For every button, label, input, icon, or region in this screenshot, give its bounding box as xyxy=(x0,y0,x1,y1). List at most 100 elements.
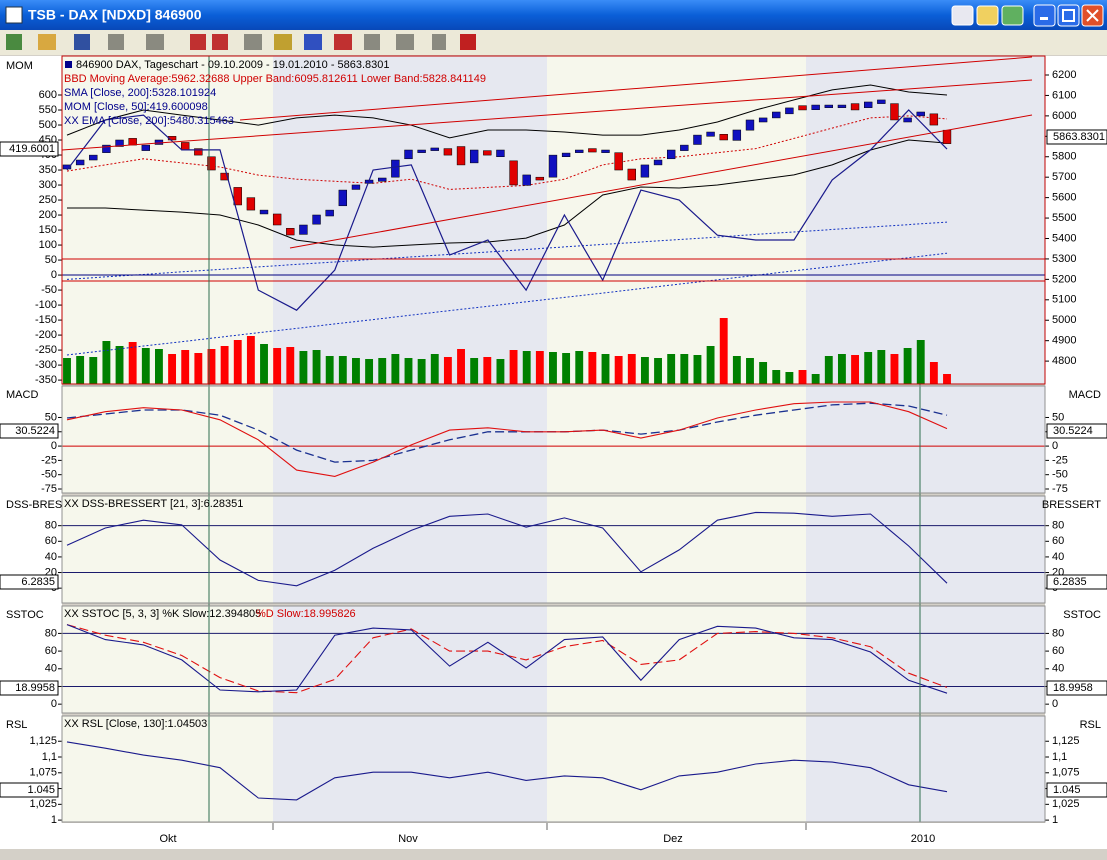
volume-bar xyxy=(746,358,754,384)
x-tick-label: 2010 xyxy=(911,833,935,845)
tool-button[interactable] xyxy=(146,34,164,50)
y-tick-label: 1 xyxy=(51,814,57,826)
macd-line xyxy=(66,401,948,477)
y-tick-label: 5300 xyxy=(1052,253,1076,265)
candle xyxy=(194,148,203,156)
volume-bar xyxy=(483,357,492,384)
value-box xyxy=(0,574,59,590)
y-tick-label: 60 xyxy=(1052,535,1064,547)
volume-bar xyxy=(365,359,374,384)
volume-bar xyxy=(141,348,150,384)
candle xyxy=(575,149,584,153)
panel-label: MACD xyxy=(6,389,38,401)
panel-frame xyxy=(61,605,1046,714)
window-buttons xyxy=(951,4,1104,27)
app-button[interactable] xyxy=(951,5,974,26)
candle xyxy=(417,149,426,153)
signal-line xyxy=(66,402,948,463)
icon xyxy=(1062,9,1075,22)
candle xyxy=(640,164,650,178)
value-label: 6.2835 xyxy=(21,576,55,588)
tool-button[interactable] xyxy=(244,34,262,50)
tool-button[interactable] xyxy=(38,34,56,50)
app-button[interactable] xyxy=(976,5,999,26)
volume-bar xyxy=(194,353,203,384)
y-tick-label: 80 xyxy=(45,627,57,639)
candle xyxy=(338,189,348,207)
volume-bar xyxy=(76,356,85,384)
volume-bar xyxy=(693,355,702,384)
toolbar-icons xyxy=(6,34,476,50)
y-tick-label: 6200 xyxy=(1052,69,1076,81)
volume-bar xyxy=(496,359,505,384)
y-tick-label: 5800 xyxy=(1052,151,1076,163)
volume-bar xyxy=(352,358,360,384)
candle xyxy=(456,146,466,166)
tool-button[interactable] xyxy=(212,34,228,50)
y-tick-label: 200 xyxy=(39,209,57,221)
window-title: TSB - DAX [NDXD] 846900 xyxy=(28,7,202,23)
candle xyxy=(758,117,768,123)
y-tick-label: 5600 xyxy=(1052,192,1076,204)
candle xyxy=(653,159,663,166)
value-box xyxy=(0,782,59,798)
volume-bar xyxy=(404,358,413,384)
volume-bar xyxy=(286,347,295,384)
x-axis-dividers xyxy=(272,823,807,830)
y-tick-label: -50 xyxy=(41,469,57,481)
ema-line xyxy=(66,221,948,280)
candle xyxy=(916,111,925,117)
tool-button[interactable] xyxy=(108,34,124,50)
y-tick-label: -150 xyxy=(35,314,57,326)
candle xyxy=(811,104,820,110)
y-tick-label: 0 xyxy=(1052,440,1058,452)
candle xyxy=(706,131,715,137)
volume-bar xyxy=(181,350,190,384)
volume-bar xyxy=(155,349,163,384)
value-box xyxy=(1046,423,1107,439)
y-tick-label: 80 xyxy=(45,520,57,532)
tool-button[interactable] xyxy=(432,34,446,50)
candle xyxy=(469,149,479,164)
value-label: 1.045 xyxy=(1053,784,1081,796)
y-tick-label: 6000 xyxy=(1052,110,1076,122)
candle xyxy=(259,209,269,215)
candle xyxy=(614,152,623,171)
panel-frame xyxy=(61,385,1046,494)
month-band xyxy=(62,716,273,822)
tool-button[interactable] xyxy=(190,34,206,50)
value-label: 18.9958 xyxy=(1053,682,1093,694)
y-tick-label: 4800 xyxy=(1052,355,1076,367)
plot-layer: 600550500450400350300250200150100500-50-… xyxy=(29,69,1079,826)
volume-bar xyxy=(759,362,768,384)
value-label: 1.045 xyxy=(27,784,55,796)
tool-button[interactable] xyxy=(274,34,292,50)
y-tick-label: 1,025 xyxy=(1052,798,1080,810)
y-tick-label: 50 xyxy=(1052,411,1064,423)
volume-bar xyxy=(772,370,781,384)
candle xyxy=(89,154,98,161)
candle xyxy=(588,148,597,153)
x-axis-area xyxy=(0,823,1107,849)
volume-bar xyxy=(916,340,925,384)
volume-bar xyxy=(824,356,833,384)
tool-button[interactable] xyxy=(396,34,414,50)
volume-bar xyxy=(457,349,465,384)
tool-button[interactable] xyxy=(6,34,22,50)
tool-button[interactable] xyxy=(304,34,322,50)
maximize-button[interactable] xyxy=(1057,4,1080,27)
volume-bar xyxy=(903,348,912,384)
y-tick-label: 5400 xyxy=(1052,232,1076,244)
volume-bar xyxy=(890,354,899,384)
tool-button[interactable] xyxy=(364,34,380,50)
app-button[interactable] xyxy=(1001,5,1024,26)
candle xyxy=(391,159,400,178)
minimize-button[interactable] xyxy=(1033,4,1056,27)
volume-bar xyxy=(549,352,557,384)
candle xyxy=(220,172,229,181)
tool-button[interactable] xyxy=(334,34,352,50)
y-tick-label: 5700 xyxy=(1052,171,1076,183)
value-label: 30.5224 xyxy=(15,425,55,437)
tool-button[interactable] xyxy=(74,34,90,50)
tool-button[interactable] xyxy=(460,34,476,50)
